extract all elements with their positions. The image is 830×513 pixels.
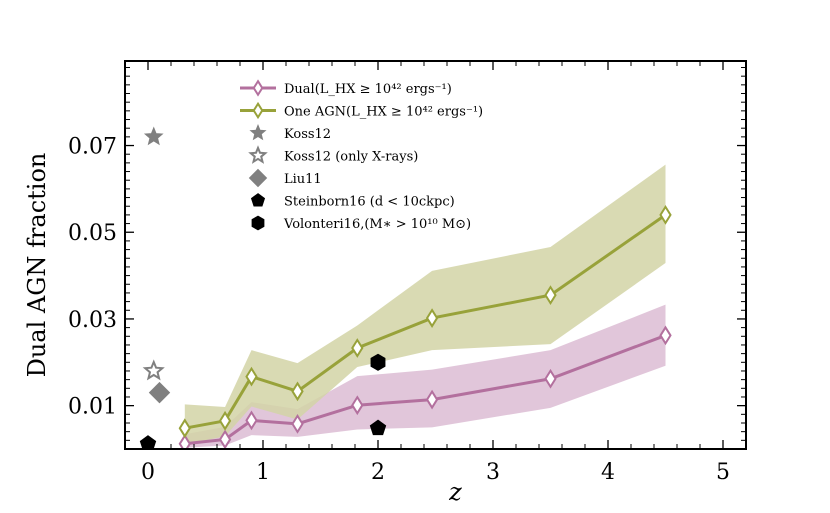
one-agn-l-hx-10-42-ergs-1-point bbox=[218, 410, 232, 431]
dual-l-hx-10-42-ergs-1-point bbox=[291, 413, 304, 434]
x-tick-label: 2 bbox=[371, 460, 385, 485]
series-lines bbox=[184, 213, 667, 446]
dual-l-hx-10-42-ergs-1-point bbox=[245, 410, 258, 431]
legend-marker-steinborn16-d-10ckpc bbox=[250, 193, 266, 207]
steinborn16-d-10ckpc-point bbox=[369, 419, 387, 436]
legend-marker-volonteri16-m-10-10-m-sun bbox=[251, 215, 265, 231]
legend: Dual(L_HX ≥ 10⁴² ergs⁻¹) One AGN(L_HX ≥ 1… bbox=[240, 79, 483, 232]
legend-marker-one-agn-l-hx-10-42-ergs-1 bbox=[252, 101, 264, 120]
confidence-bands bbox=[184, 164, 666, 448]
koss12-point bbox=[143, 126, 164, 146]
legend-label-steinborn16-d-10ckpc: Steinborn16 (d < 10ckpc) bbox=[284, 195, 455, 210]
plot-frame bbox=[124, 60, 747, 450]
volonteri16-m-10-10-m-sun-point bbox=[370, 353, 386, 371]
dual-l-hx-10-42-ergs-1-line bbox=[184, 334, 667, 446]
x-axis-label: z bbox=[448, 478, 462, 506]
one-agn-l-hx-10-42-ergs-1-point bbox=[544, 285, 557, 305]
one-agn-l-hx-10-42-ergs-1-band bbox=[184, 164, 666, 445]
y-tick-label: 0.07 bbox=[68, 135, 117, 160]
legend-marker-dual-l-hx-10-42-ergs-1 bbox=[252, 79, 264, 97]
x-tick-label: 3 bbox=[486, 460, 500, 485]
one-agn-l-hx-10-42-ergs-1-point bbox=[178, 418, 191, 439]
y-axis-label: Dual AGN fraction bbox=[23, 153, 51, 378]
one-agn-l-hx-10-42-ergs-1-line bbox=[184, 213, 667, 430]
y-tick-label: 0.01 bbox=[68, 395, 117, 420]
one-agn-l-hx-10-42-ergs-1-point bbox=[351, 338, 364, 358]
dual-l-hx-10-42-ergs-1-point bbox=[178, 433, 191, 449]
x-tick-label: 1 bbox=[256, 460, 270, 485]
one-agn-l-hx-10-42-ergs-1-point bbox=[245, 366, 258, 387]
legend-label-koss12-only-x-rays: Koss12 (only X-rays) bbox=[284, 150, 418, 165]
y-tick-label: 0.03 bbox=[68, 308, 117, 333]
series-markers bbox=[139, 126, 672, 449]
y-tick-label: 0.05 bbox=[68, 221, 117, 246]
liu11-point bbox=[148, 381, 171, 404]
legend-marker-koss12 bbox=[249, 124, 267, 141]
legend-label-one-agn-l-hx-10-42-ergs-1: One AGN(L_HX ≥ 10⁴² ergs⁻¹) bbox=[284, 105, 483, 120]
dual-l-hx-10-42-ergs-1-point bbox=[544, 368, 557, 389]
one-agn-l-hx-10-42-ergs-1-point bbox=[425, 308, 439, 328]
legend-label-liu11: Liu11 bbox=[284, 172, 322, 187]
legend-label-volonteri16-m-10-10-m-sun: Volonteri16,(M∗ > 10¹⁰ M⊙) bbox=[283, 217, 471, 232]
legend-label-dual-l-hx-10-42-ergs-1: Dual(L_HX ≥ 10⁴² ergs⁻¹) bbox=[284, 82, 452, 97]
legend-marker-koss12-only-x-rays bbox=[248, 145, 268, 164]
axis-ticks: 0 1 2 3 4 5 0.01 0.03 0.05 0.07 bbox=[68, 61, 747, 485]
dual-l-hx-10-42-ergs-1-point bbox=[659, 325, 672, 346]
legend-marker-liu11 bbox=[248, 168, 268, 188]
x-tick-label: 4 bbox=[601, 460, 615, 485]
one-agn-l-hx-10-42-ergs-1-point bbox=[291, 381, 304, 402]
one-agn-l-hx-10-42-ergs-1-point bbox=[659, 205, 672, 225]
dual-l-hx-10-42-ergs-1-point bbox=[425, 389, 439, 410]
dual-l-hx-10-42-ergs-1-point bbox=[218, 429, 232, 449]
dual-l-hx-10-42-ergs-1-point bbox=[351, 395, 364, 416]
legend-label-koss12: Koss12 bbox=[284, 127, 331, 142]
koss12-only-x-rays-point bbox=[142, 359, 165, 381]
x-tick-label: 5 bbox=[716, 460, 730, 485]
x-tick-label: 0 bbox=[141, 460, 155, 485]
